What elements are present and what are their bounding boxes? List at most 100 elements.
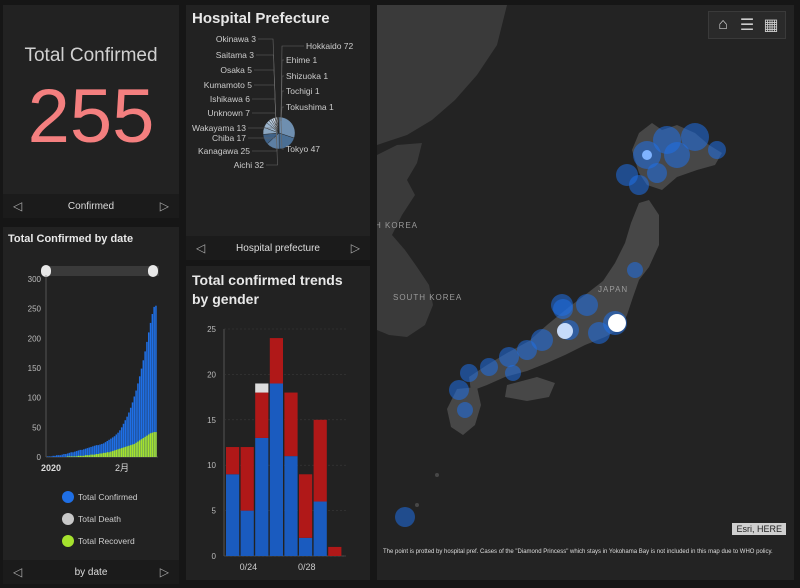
confirmed-bar[interactable] [52, 455, 54, 457]
slider-handle-right[interactable] [148, 265, 158, 277]
recovered-bar[interactable] [120, 448, 123, 457]
confirmed-bar[interactable] [101, 443, 103, 457]
recovered-bar[interactable] [110, 451, 112, 457]
recovered-bar[interactable] [140, 439, 143, 457]
confirmed-bar[interactable] [111, 437, 114, 457]
recovered-bar[interactable] [106, 452, 109, 457]
recovered-bar[interactable] [142, 438, 145, 457]
recovered-bar[interactable] [119, 448, 121, 457]
confirmed-bar[interactable] [81, 449, 83, 457]
recovered-bar[interactable] [99, 453, 101, 457]
legend-label[interactable]: Total Recoverd [78, 536, 135, 546]
gender-bar-segment[interactable] [269, 338, 283, 384]
prev-arrow-icon[interactable]: ◁ [196, 241, 206, 255]
gender-stacked-bar-chart[interactable]: 25 20 15 10 5 0 0/24 0/28 [186, 266, 370, 580]
recovered-bar[interactable] [95, 454, 98, 457]
recovered-bar[interactable] [135, 442, 137, 457]
recovered-bar[interactable] [111, 451, 114, 457]
confirmed-bar[interactable] [153, 306, 155, 457]
prefecture-pie-chart[interactable]: Okinawa 3 Saitama 3 Osaka 5 Kumamoto 5 Ishik… [186, 5, 370, 235]
recovered-bar[interactable] [86, 455, 89, 457]
gender-bar-segment[interactable] [284, 456, 298, 556]
recovered-bar[interactable] [117, 449, 119, 457]
gender-bar-segment[interactable] [284, 392, 298, 457]
confirmed-bar[interactable] [84, 448, 87, 457]
confirmed-bar[interactable] [106, 440, 109, 457]
confirmed-bar[interactable] [66, 453, 69, 457]
confirmed-bar[interactable] [124, 420, 127, 457]
gender-bar-segment[interactable] [240, 510, 254, 556]
gender-bar-segment[interactable] [299, 474, 313, 538]
confirmed-bar[interactable] [61, 454, 63, 457]
recovered-bar[interactable] [75, 456, 78, 457]
recovered-bar[interactable] [131, 444, 134, 457]
gender-bar-segment[interactable] [255, 437, 269, 556]
confirmed-bar[interactable] [120, 427, 123, 457]
gender-bar-segment[interactable] [313, 419, 327, 502]
recovered-bar[interactable] [97, 454, 99, 457]
confirmed-bar[interactable] [77, 450, 80, 457]
confirmed-bar[interactable] [137, 383, 139, 457]
confirmed-bar[interactable] [54, 455, 56, 457]
recovered-bar[interactable] [93, 454, 96, 457]
recovered-bar[interactable] [72, 456, 74, 457]
slider-handle-left[interactable] [41, 265, 51, 277]
recovered-bar[interactable] [104, 452, 107, 457]
gender-bar-segment[interactable] [226, 447, 240, 475]
prev-arrow-icon[interactable]: ◁ [13, 199, 23, 213]
confirmed-bar[interactable] [135, 390, 137, 457]
recovered-bar[interactable] [68, 456, 71, 457]
confirmed-bar[interactable] [92, 446, 94, 457]
next-arrow-icon[interactable]: ▷ [159, 199, 169, 213]
gender-bar-segment[interactable] [269, 383, 283, 556]
recovered-bar[interactable] [77, 455, 80, 457]
confirmed-bar[interactable] [50, 456, 53, 457]
recovered-bar[interactable] [84, 455, 87, 457]
gender-bar-segment[interactable] [313, 501, 327, 556]
confirmed-bar[interactable] [110, 438, 112, 457]
confirmed-bar[interactable] [93, 445, 96, 457]
recovered-bar[interactable] [83, 455, 85, 457]
recovered-bar[interactable] [153, 432, 155, 457]
confirmed-bar[interactable] [129, 407, 132, 457]
confirmed-bar[interactable] [144, 351, 146, 457]
confirmed-bar[interactable] [99, 444, 101, 457]
confirmed-bar[interactable] [56, 455, 58, 457]
recovered-bar[interactable] [124, 446, 127, 457]
recovered-bar[interactable] [128, 445, 130, 457]
recovered-bar[interactable] [81, 455, 83, 457]
prev-arrow-icon[interactable]: ◁ [13, 565, 23, 579]
recovered-bar[interactable] [102, 452, 105, 457]
confirmed-bar[interactable] [75, 451, 78, 457]
confirmed-bar[interactable] [83, 449, 85, 457]
map-panel[interactable]: H KOREA SOUTH KOREA JAPAN ⌂ ☰ ▦ Esri, HE… [377, 5, 794, 580]
confirmed-bar[interactable] [74, 451, 76, 457]
confirmed-bar[interactable] [119, 430, 121, 457]
recovered-bar[interactable] [147, 434, 150, 457]
legend-label[interactable]: Total Death [78, 514, 121, 524]
confirmed-bar[interactable] [72, 452, 74, 457]
recovered-bar[interactable] [129, 445, 132, 457]
confirmed-bar[interactable] [140, 368, 143, 457]
confirmed-bar[interactable] [57, 455, 60, 457]
confirmed-bar[interactable] [70, 452, 72, 457]
confirmed-bar[interactable] [97, 445, 99, 457]
recovered-bar[interactable] [115, 449, 118, 457]
recovered-bar[interactable] [101, 453, 103, 457]
gender-bar-segment[interactable] [226, 474, 240, 556]
recovered-bar[interactable] [79, 455, 81, 457]
layers-list-icon[interactable]: ☰ [739, 17, 755, 34]
recovered-bar[interactable] [137, 441, 139, 457]
confirmed-bar[interactable] [86, 448, 89, 457]
confirmed-bar[interactable] [59, 455, 62, 457]
japan-map[interactable]: H KOREA SOUTH KOREA JAPAN [377, 5, 794, 580]
recovered-bar[interactable] [88, 455, 90, 457]
gender-bar-segment[interactable] [328, 546, 342, 556]
home-icon[interactable]: ⌂ [718, 16, 728, 33]
recovered-bar[interactable] [90, 454, 92, 457]
confirmed-bar[interactable] [122, 423, 125, 457]
confirmed-bar[interactable] [115, 434, 118, 457]
pie-slice[interactable] [278, 116, 296, 139]
recovered-bar[interactable] [92, 454, 94, 457]
